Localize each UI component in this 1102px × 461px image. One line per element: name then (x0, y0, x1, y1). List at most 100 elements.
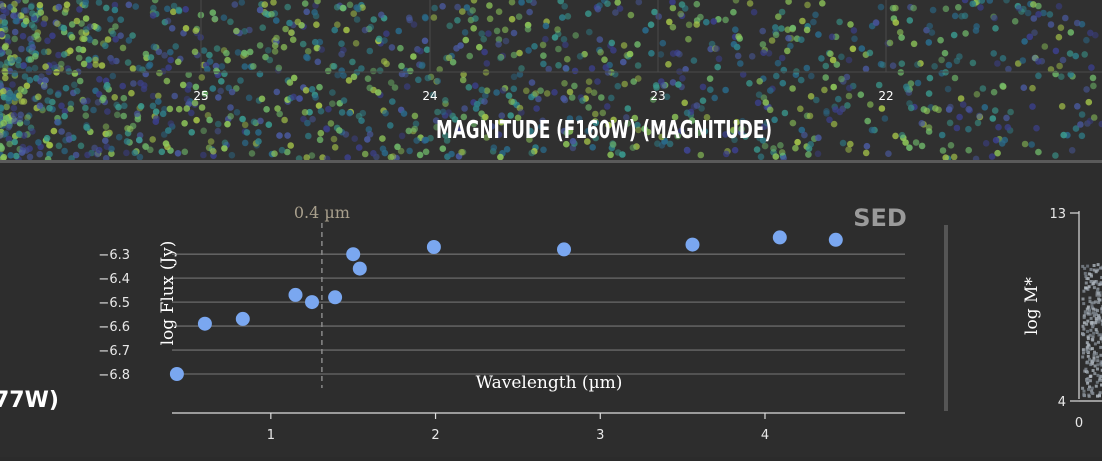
magnitude-point (164, 78, 171, 85)
sed-data-point[interactable] (686, 238, 700, 252)
sed-data-point[interactable] (829, 233, 843, 247)
magnitude-point (23, 18, 30, 25)
magnitude-point (431, 14, 438, 21)
magnitude-point (356, 144, 363, 151)
mass-density-cell (1097, 263, 1100, 266)
magnitude-point (353, 4, 360, 11)
magnitude-point (210, 9, 217, 16)
sed-data-point[interactable] (557, 242, 571, 256)
magnitude-point (694, 1, 701, 8)
magnitude-point (259, 24, 266, 31)
magnitude-point (554, 26, 561, 33)
magnitude-point (96, 76, 103, 83)
magnitude-point (284, 4, 291, 11)
sed-data-point[interactable] (427, 240, 441, 254)
magnitude-point (630, 144, 637, 151)
magnitude-point (511, 74, 518, 81)
magnitude-point (36, 151, 43, 158)
sed-data-point[interactable] (289, 288, 303, 302)
sed-data-point[interactable] (305, 295, 319, 309)
magnitude-point (16, 92, 23, 99)
magnitude-point (401, 110, 408, 117)
magnitude-point (370, 68, 377, 75)
magnitude-point (20, 33, 27, 40)
magnitude-point (176, 106, 183, 113)
magnitude-point (785, 35, 792, 42)
magnitude-point (559, 14, 566, 21)
sed-data-point[interactable] (236, 312, 250, 326)
magnitude-point (422, 15, 429, 22)
magnitude-point (44, 135, 51, 142)
magnitude-point (229, 89, 236, 96)
magnitude-point (249, 150, 256, 157)
magnitude-point (442, 97, 449, 104)
mass-density-cell (1090, 268, 1093, 271)
magnitude-point (926, 39, 933, 46)
magnitude-point (302, 0, 309, 7)
magnitude-point (90, 107, 97, 114)
magnitude-point (241, 50, 248, 57)
sed-y-axis-title: log Flux (Jy) (158, 241, 178, 346)
magnitude-point (983, 140, 990, 147)
magnitude-point (167, 106, 174, 113)
magnitude-point (585, 104, 592, 111)
magnitude-point (798, 77, 805, 84)
sed-data-point[interactable] (170, 367, 184, 381)
mass-density-cell (1094, 300, 1097, 303)
magnitude-point (136, 137, 143, 144)
magnitude-point (215, 94, 222, 101)
magnitude-point (954, 58, 961, 65)
magnitude-point (176, 7, 183, 14)
magnitude-point (821, 87, 828, 94)
magnitude-point (906, 100, 913, 107)
mass-density-cell (1098, 394, 1101, 397)
magnitude-point (782, 110, 789, 117)
magnitude-point (104, 108, 111, 115)
magnitude-point (387, 122, 394, 129)
magnitude-point (526, 9, 533, 16)
magnitude-point (110, 30, 117, 37)
magnitude-point (76, 55, 83, 62)
magnitude-point (362, 27, 369, 34)
magnitude-point (1027, 34, 1034, 41)
magnitude-point (755, 100, 762, 107)
magnitude-point (425, 75, 432, 82)
magnitude-point (213, 68, 220, 75)
sed-y-tick-label: −6.8 (98, 368, 130, 383)
magnitude-point (6, 141, 13, 148)
magnitude-point (808, 93, 815, 100)
magnitude-point (754, 146, 761, 153)
magnitude-point (789, 85, 796, 92)
mass-density-cell (1093, 286, 1096, 289)
mass-density-cell (1092, 369, 1095, 372)
sed-data-point[interactable] (353, 262, 367, 276)
magnitude-point (780, 80, 787, 87)
magnitude-point (500, 87, 507, 94)
panel-scrollbar[interactable] (944, 225, 948, 411)
sed-data-point[interactable] (328, 290, 342, 304)
magnitude-point (948, 142, 955, 149)
sed-data-point[interactable] (346, 247, 360, 261)
magnitude-point (51, 128, 58, 135)
magnitude-point (181, 120, 188, 127)
magnitude-point (823, 63, 830, 70)
sed-data-point[interactable] (773, 230, 787, 244)
magnitude-point (446, 23, 453, 30)
magnitude-point (96, 0, 103, 6)
magnitude-point (161, 52, 168, 59)
sed-data-point[interactable] (198, 317, 212, 331)
magnitude-point (182, 6, 189, 13)
magnitude-point (1003, 115, 1010, 122)
magnitude-point (867, 101, 874, 108)
magnitude-point (81, 36, 88, 43)
magnitude-point (336, 127, 343, 134)
magnitude-point (850, 46, 857, 53)
magnitude-point (1030, 1, 1037, 8)
magnitude-point (215, 128, 222, 135)
magnitude-point (485, 30, 492, 37)
magnitude-point (124, 138, 131, 145)
magnitude-point (212, 15, 219, 22)
magnitude-point (366, 85, 373, 92)
magnitude-point (153, 108, 160, 115)
magnitude-point (648, 50, 655, 57)
